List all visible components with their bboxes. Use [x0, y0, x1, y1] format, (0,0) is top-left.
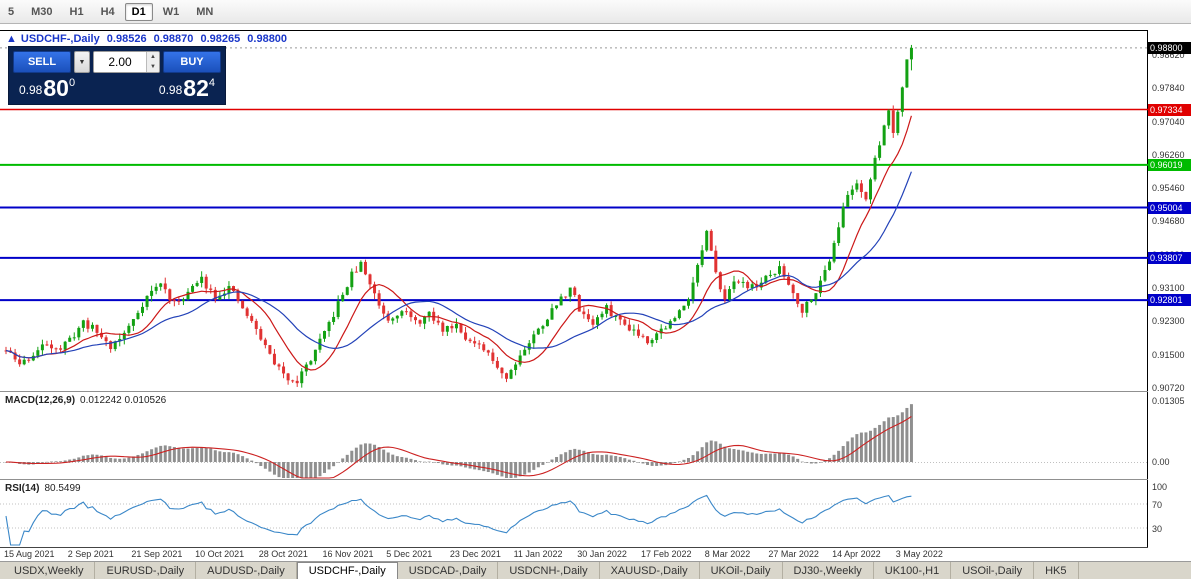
price-tick-label: 0.97040 — [1152, 116, 1185, 127]
chart-tab-ukoil-daily[interactable]: UKOil-,Daily — [700, 562, 783, 579]
macd-scale-zero: 0.00 — [1152, 457, 1170, 467]
level-price-badge: 0.97334 — [1148, 103, 1191, 116]
rsi-indicator-canvas[interactable] — [0, 480, 1148, 548]
level-price-badge: 0.95004 — [1148, 201, 1191, 214]
macd-values: 0.012242 0.010526 — [80, 395, 167, 406]
chart-tab-eurusd-daily[interactable]: EURUSD-,Daily — [95, 562, 197, 579]
date-label: 21 Sep 2021 — [131, 549, 183, 559]
one-click-trading-panel: SELL ▼ ▲ ▼ BUY 0.98 80 0 0.98 82 4 — [8, 46, 226, 105]
chart-tab-audusd-daily[interactable]: AUDUSD-,Daily — [196, 562, 297, 579]
chart-tab-hk5[interactable]: HK5 — [1034, 562, 1079, 579]
timeframe-button-W1[interactable]: W1 — [156, 3, 187, 21]
chart-tab-xauusd-daily[interactable]: XAUUSD-,Daily — [600, 562, 700, 579]
high-value: 0.98870 — [153, 33, 194, 45]
date-label: 28 Oct 2021 — [258, 549, 308, 559]
price-tick-label: 0.91500 — [1152, 349, 1185, 360]
rsi-name: RSI(14) — [5, 483, 40, 494]
rsi-label: RSI(14) 80.5499 — [5, 483, 81, 494]
price-tick-label: 0.95460 — [1152, 183, 1185, 194]
chart-tab-usdcnh-daily[interactable]: USDCNH-,Daily — [498, 562, 600, 579]
chart-tab-usdx-weekly[interactable]: USDX,Weekly — [3, 562, 96, 579]
date-label: 5 Dec 2021 — [386, 549, 433, 559]
close-value: 0.98800 — [247, 33, 288, 45]
symbol-marker-icon: ▲ — [6, 33, 17, 45]
level-price-badge: 0.93807 — [1148, 251, 1191, 264]
bid-price-big-digits: 80 — [43, 75, 69, 101]
price-tick-label: 0.94680 — [1152, 216, 1185, 227]
macd-label: MACD(12,26,9) 0.012242 0.010526 — [5, 395, 166, 406]
date-label: 15 Aug 2021 — [4, 549, 55, 559]
level-price-badge: 0.92801 — [1148, 294, 1191, 307]
timeframe-button-H4[interactable]: H4 — [94, 3, 122, 21]
timeframe-button-D1[interactable]: D1 — [124, 2, 153, 21]
bid-price-prefix: 0.98 — [19, 83, 43, 97]
chart-tab-usoil-daily[interactable]: USOil-,Daily — [951, 562, 1035, 579]
macd-name: MACD(12,26,9) — [5, 395, 76, 406]
date-label: 3 May 2022 — [895, 549, 943, 559]
rsi-value: 80.5499 — [44, 483, 81, 494]
price-tick-label: 0.98620 — [1152, 50, 1185, 61]
price-tick-label: 0.96260 — [1152, 149, 1185, 160]
date-label: 10 Oct 2021 — [195, 549, 245, 559]
date-label: 14 Apr 2022 — [832, 549, 881, 559]
date-label: 17 Feb 2022 — [641, 549, 692, 559]
sell-dropdown-button[interactable]: ▼ — [74, 51, 90, 73]
price-chart-canvas[interactable] — [0, 24, 1148, 392]
buy-button[interactable]: BUY — [163, 51, 221, 73]
date-label: 27 Mar 2022 — [768, 549, 819, 559]
price-tick-label: 0.92300 — [1152, 316, 1185, 327]
chart-tab-usdchf-daily[interactable]: USDCHF-,Daily — [296, 562, 398, 579]
bid-price-pip-digit: 0 — [68, 77, 76, 89]
date-label: 23 Dec 2021 — [449, 549, 501, 559]
macd-scale-top: 0.01305 — [1152, 396, 1185, 406]
chart-tab-uk100-h1[interactable]: UK100-,H1 — [874, 562, 952, 579]
price-tick-label: 0.93100 — [1152, 282, 1185, 293]
current-price-badge: 0.98800 — [1148, 41, 1191, 54]
chart-tab-dj30-weekly[interactable]: DJ30-,Weekly — [783, 562, 874, 579]
chart-ohlc-header: ▲ USDCHF-,Daily 0.98526 0.98870 0.98265 0… — [6, 33, 291, 45]
rsi-scale-70: 70 — [1152, 500, 1163, 510]
sell-button[interactable]: SELL — [13, 51, 71, 73]
price-tick-label: 0.90720 — [1152, 382, 1185, 393]
bid-price-display: 0.98 80 0 — [15, 77, 79, 100]
lot-spinner: ▲ ▼ — [146, 52, 159, 72]
date-label: 8 Mar 2022 — [704, 549, 751, 559]
date-label: 30 Jan 2022 — [577, 549, 627, 559]
date-label: 16 Nov 2021 — [322, 549, 374, 559]
date-label: 2 Sep 2021 — [67, 549, 114, 559]
low-value: 0.98265 — [200, 33, 241, 45]
lot-decrement-icon[interactable]: ▼ — [147, 62, 159, 72]
lot-size-input[interactable] — [94, 52, 146, 72]
ask-price-prefix: 0.98 — [158, 83, 183, 97]
rsi-scale-100: 100 — [1152, 482, 1168, 492]
timeframe-button-MN[interactable]: MN — [189, 3, 220, 21]
timeframe-button-5[interactable]: 5 — [1, 3, 21, 21]
symbol-label: USDCHF-,Daily — [20, 33, 100, 45]
ask-price-big-digits: 82 — [183, 75, 209, 101]
time-axis[interactable]: 15 Aug 2021 2 Sep 2021 21 Sep 2021 10 Oct 2… — [0, 548, 1148, 561]
price-axis[interactable]: 0.98620 0.97840 0.97040 0.96260 0.95460 0.946… — [1148, 24, 1191, 561]
timeframe-button-H1[interactable]: H1 — [63, 3, 91, 21]
lot-size-field: ▲ ▼ — [93, 51, 160, 73]
level-price-badge: 0.96019 — [1148, 158, 1191, 171]
lot-increment-icon[interactable]: ▲ — [147, 52, 159, 62]
timeframe-button-M30[interactable]: M30 — [24, 3, 59, 21]
chart-tab-usdcad-daily[interactable]: USDCAD-,Daily — [398, 562, 499, 579]
macd-indicator-canvas[interactable] — [0, 392, 1148, 480]
price-tick-label: 0.97840 — [1152, 83, 1185, 94]
open-value: 0.98526 — [106, 33, 147, 45]
rsi-scale-30: 30 — [1152, 524, 1163, 534]
timeframe-toolbar: 5 M30 H1 H4 D1 W1 MN — [0, 0, 1191, 24]
ask-price-display: 0.98 82 4 — [155, 77, 219, 100]
chart-tab-bar: USDX,Weekly EURUSD-,Daily AUDUSD-,Daily USD… — [0, 561, 1191, 579]
ask-price-pip-digit: 4 — [208, 77, 215, 89]
date-label: 11 Jan 2022 — [513, 549, 563, 559]
